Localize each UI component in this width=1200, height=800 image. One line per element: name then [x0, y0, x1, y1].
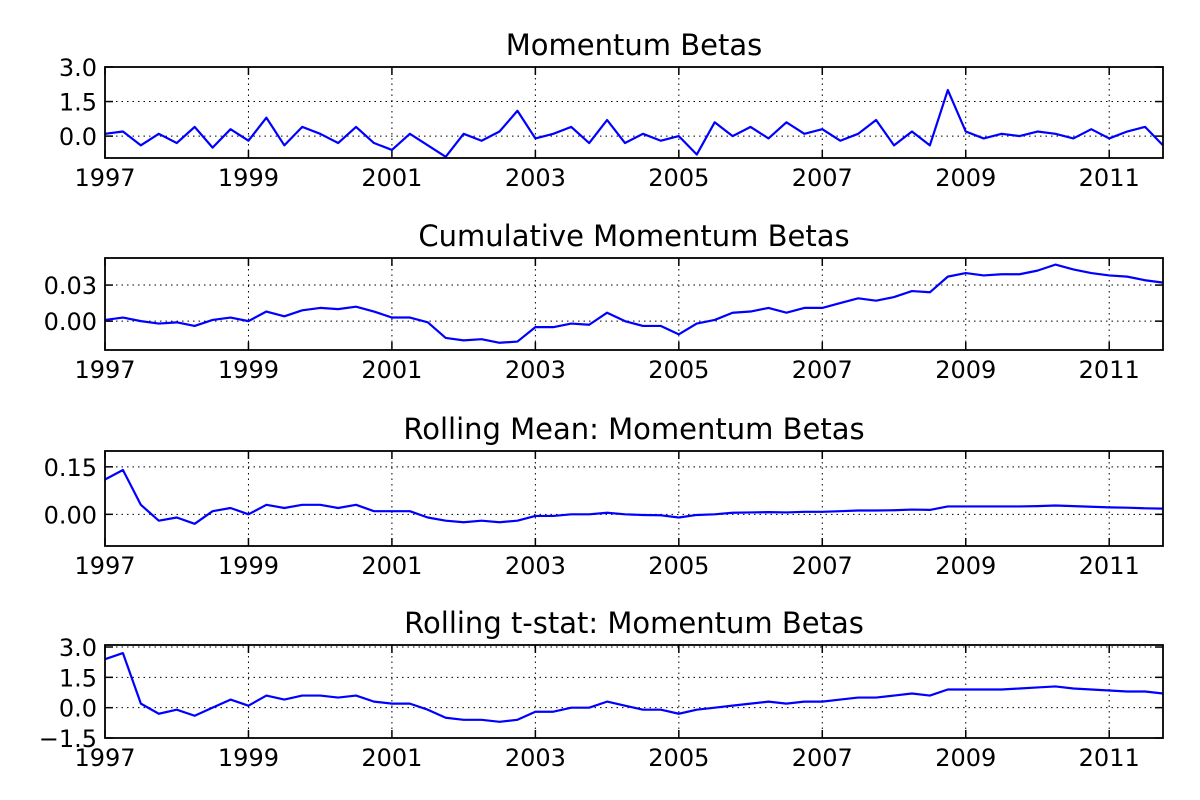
x-tick-label: 2005	[648, 552, 709, 580]
y-tick-label: 1.5	[59, 664, 97, 692]
y-tick-label: 0.0	[59, 123, 97, 151]
y-tick-label: 0.00	[44, 308, 97, 336]
chart-title: Cumulative Momentum Betas	[418, 219, 849, 253]
chart-title: Momentum Betas	[506, 28, 762, 62]
data-line	[104, 651, 1164, 723]
x-tick-label: 2011	[1079, 552, 1140, 580]
x-tick-label: 2011	[1079, 744, 1140, 772]
x-tick-label: 2003	[505, 552, 566, 580]
x-tick-label: 2011	[1079, 356, 1140, 384]
x-tick-label: 1999	[218, 356, 279, 384]
x-tick-label: 2009	[935, 164, 996, 192]
x-tick-label: 2005	[648, 164, 709, 192]
y-tick-label: 0.15	[44, 454, 97, 482]
x-tick-label: 2009	[935, 552, 996, 580]
x-tick-label: 2001	[361, 552, 422, 580]
x-tick-label: 1997	[74, 356, 135, 384]
x-tick-label: 2001	[361, 356, 422, 384]
y-tick-label: 3.0	[59, 54, 97, 82]
y-tick-label: 3.0	[59, 634, 97, 662]
x-tick-label: 2011	[1079, 164, 1140, 192]
x-tick-label: 2003	[505, 744, 566, 772]
data-line	[104, 468, 1164, 525]
chart-title: Rolling t-stat: Momentum Betas	[404, 606, 864, 640]
x-tick-label: 1999	[218, 744, 279, 772]
y-tick-label: 0.03	[44, 272, 97, 300]
x-tick-label: 1999	[218, 552, 279, 580]
x-tick-label: 2007	[792, 164, 853, 192]
y-tick-label: 1.5	[59, 89, 97, 117]
x-tick-label: 2007	[792, 356, 853, 384]
chart-title: Rolling Mean: Momentum Betas	[403, 412, 864, 446]
x-tick-label: 1997	[74, 552, 135, 580]
x-tick-label: 2005	[648, 744, 709, 772]
x-tick-label: 2001	[361, 164, 422, 192]
x-tick-label: 2005	[648, 356, 709, 384]
x-tick-label: 2009	[935, 356, 996, 384]
data-line	[104, 88, 1164, 158]
y-tick-label: 0.0	[59, 695, 97, 723]
x-tick-label: 1997	[74, 744, 135, 772]
x-tick-label: 2007	[792, 552, 853, 580]
x-tick-label: 1999	[218, 164, 279, 192]
x-tick-label: 2003	[505, 356, 566, 384]
data-line	[104, 263, 1164, 344]
plot-frame	[104, 644, 1164, 739]
x-tick-label: 2007	[792, 744, 853, 772]
y-tick-label: −1.5	[39, 725, 97, 753]
y-tick-label: 0.00	[44, 501, 97, 529]
x-tick-label: 2003	[505, 164, 566, 192]
x-tick-label: 1997	[74, 164, 135, 192]
x-tick-label: 2001	[361, 744, 422, 772]
plot-frame	[104, 450, 1164, 547]
plot-frame	[104, 257, 1164, 351]
plot-frame	[104, 66, 1164, 159]
x-tick-label: 2009	[935, 744, 996, 772]
